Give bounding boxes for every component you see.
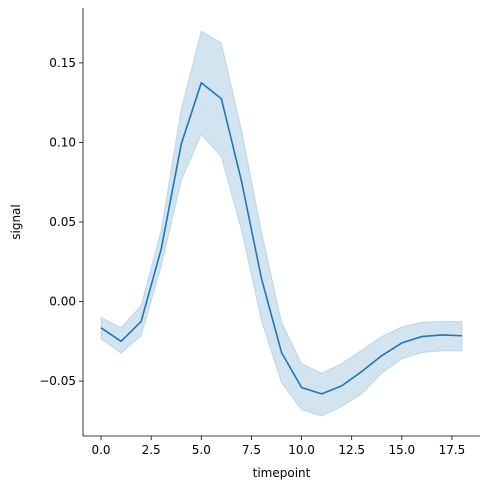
y-axis-ticks: −0.05 0.00 0.05 0.10 0.15 [39,56,83,388]
x-tick-label: 2.5 [142,443,161,457]
x-axis-ticks: 0.0 2.5 5.0 7.5 10.0 12.5 15.0 17.5 [91,436,465,457]
series-line [100,81,462,395]
y-axis-label: signal [9,204,23,240]
x-tick-label: 15.0 [388,443,415,457]
x-tick-label: 17.5 [439,443,466,457]
x-tick-label: 12.5 [338,443,365,457]
y-tick-label: 0.15 [49,56,76,70]
x-tick-label: 10.0 [288,443,315,457]
x-tick-label: 5.0 [192,443,211,457]
x-tick-label: 0.0 [91,443,110,457]
series-lines [100,81,462,395]
x-axis-label: timepoint [253,466,311,480]
x-tick-label: 7.5 [242,443,261,457]
y-tick-label: 0.05 [49,215,76,229]
confidence-band [100,30,463,417]
confidence-bands [100,30,463,417]
y-tick-label: −0.05 [39,374,76,388]
y-tick-label: 0.00 [49,295,76,309]
y-tick-label: 0.10 [49,135,76,149]
